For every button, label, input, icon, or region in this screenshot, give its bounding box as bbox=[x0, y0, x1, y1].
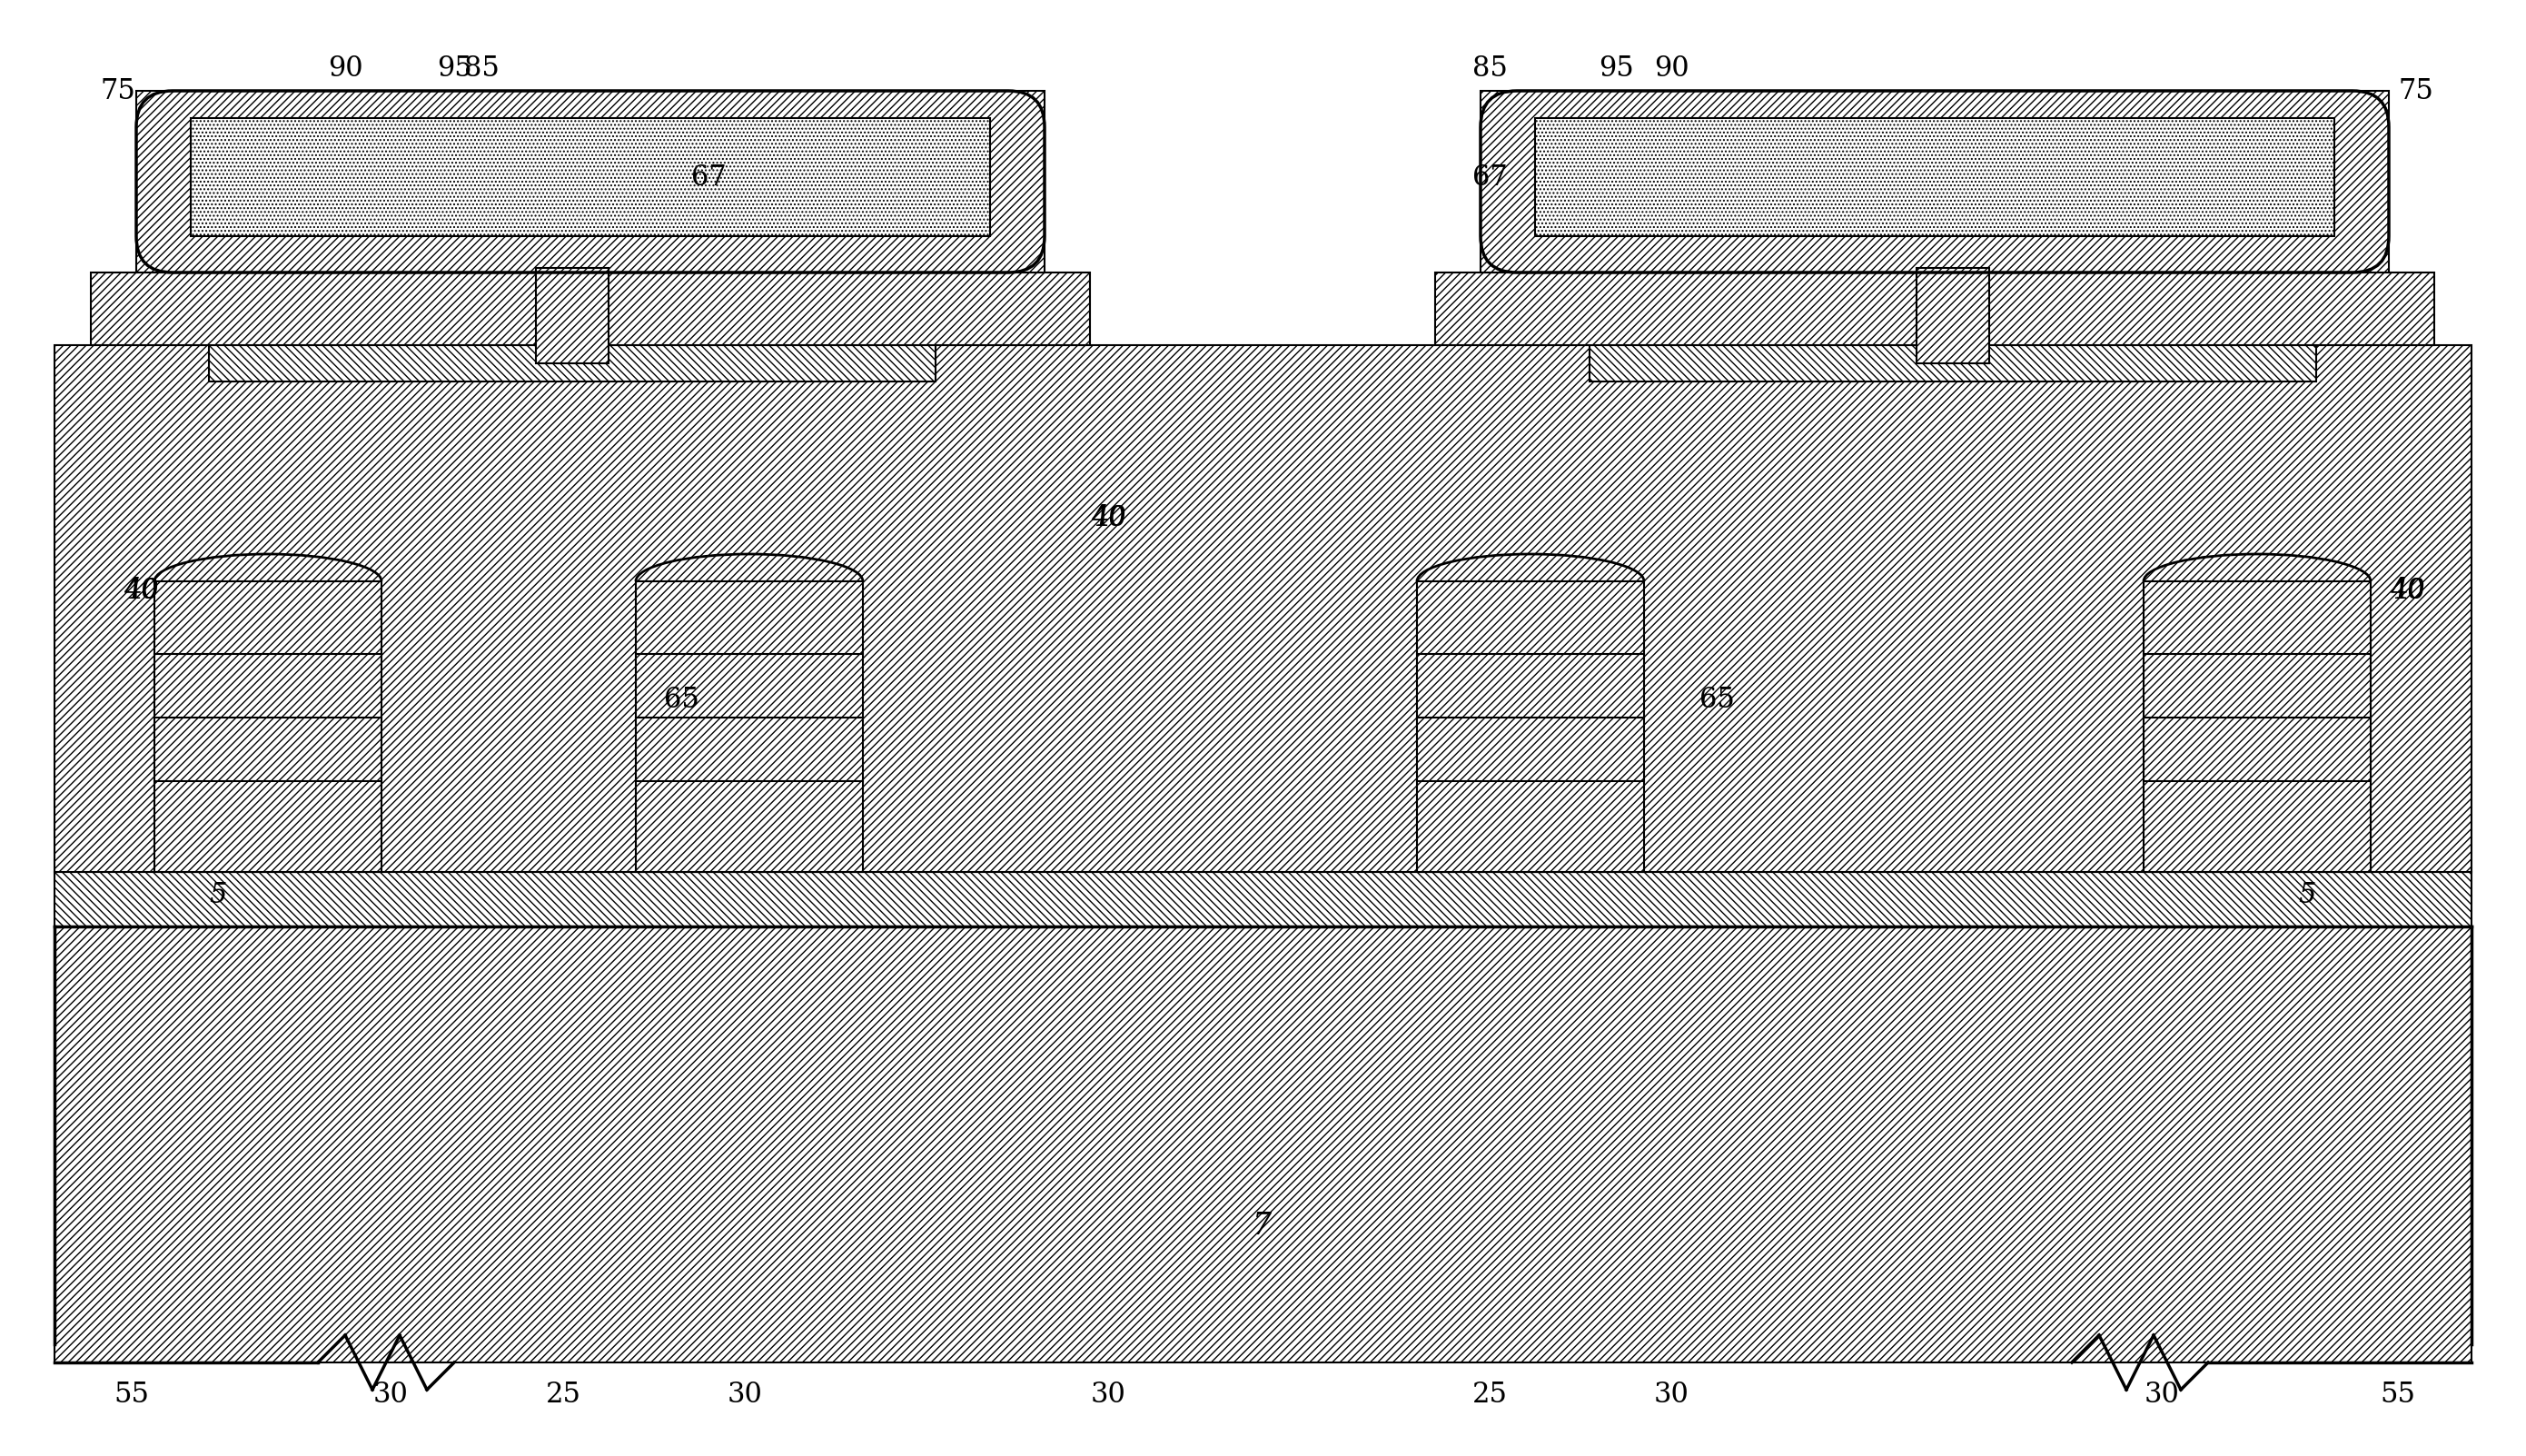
Text: 75: 75 bbox=[2400, 77, 2433, 105]
Text: 25: 25 bbox=[1473, 1380, 1508, 1408]
Text: 75: 75 bbox=[101, 77, 136, 105]
Bar bbox=[1536, 118, 2334, 236]
Text: 40: 40 bbox=[1091, 504, 1127, 531]
Bar bbox=[210, 309, 935, 336]
Bar bbox=[1589, 345, 2316, 381]
Text: 55: 55 bbox=[114, 1380, 149, 1408]
Text: 40: 40 bbox=[124, 577, 159, 604]
Text: 55: 55 bbox=[2379, 1380, 2415, 1408]
Text: 7: 7 bbox=[1253, 1211, 1273, 1241]
Text: 40: 40 bbox=[2390, 577, 2425, 604]
Text: 30: 30 bbox=[1091, 1380, 1127, 1408]
Text: 30: 30 bbox=[2145, 1380, 2180, 1408]
Text: 85: 85 bbox=[465, 54, 500, 82]
Bar bbox=[1417, 581, 1644, 872]
Text: 85: 85 bbox=[1473, 54, 1508, 82]
Text: 5: 5 bbox=[210, 881, 227, 909]
Bar bbox=[637, 581, 864, 872]
Text: 30: 30 bbox=[1655, 1380, 1690, 1408]
Bar bbox=[210, 268, 935, 309]
Bar bbox=[56, 345, 2470, 872]
Bar bbox=[56, 872, 2470, 926]
Bar bbox=[2145, 581, 2372, 872]
Text: 90: 90 bbox=[1655, 54, 1690, 82]
Bar bbox=[1589, 309, 2316, 336]
Text: 95: 95 bbox=[1599, 54, 1634, 82]
Text: 40: 40 bbox=[124, 577, 159, 604]
Bar bbox=[1917, 268, 1988, 364]
Text: 30: 30 bbox=[727, 1380, 763, 1408]
Bar bbox=[192, 118, 990, 236]
Text: 67: 67 bbox=[1473, 163, 1508, 191]
Bar bbox=[56, 926, 2470, 1363]
Text: 90: 90 bbox=[328, 54, 364, 82]
Bar bbox=[154, 581, 381, 872]
Text: 67: 67 bbox=[692, 163, 725, 191]
Text: 40: 40 bbox=[1091, 504, 1127, 531]
Text: 30: 30 bbox=[374, 1380, 409, 1408]
Bar bbox=[210, 345, 935, 381]
Bar bbox=[91, 272, 1089, 345]
Bar bbox=[1589, 268, 2316, 309]
Text: 65: 65 bbox=[1700, 686, 1735, 713]
Text: 40: 40 bbox=[2390, 577, 2425, 604]
Bar bbox=[136, 90, 1046, 272]
Text: 5: 5 bbox=[2299, 881, 2316, 909]
Text: 65: 65 bbox=[664, 686, 700, 713]
Bar bbox=[1435, 272, 2435, 345]
Text: 95: 95 bbox=[437, 54, 472, 82]
Bar bbox=[536, 268, 609, 364]
Text: 25: 25 bbox=[546, 1380, 581, 1408]
Bar bbox=[1480, 90, 2390, 272]
